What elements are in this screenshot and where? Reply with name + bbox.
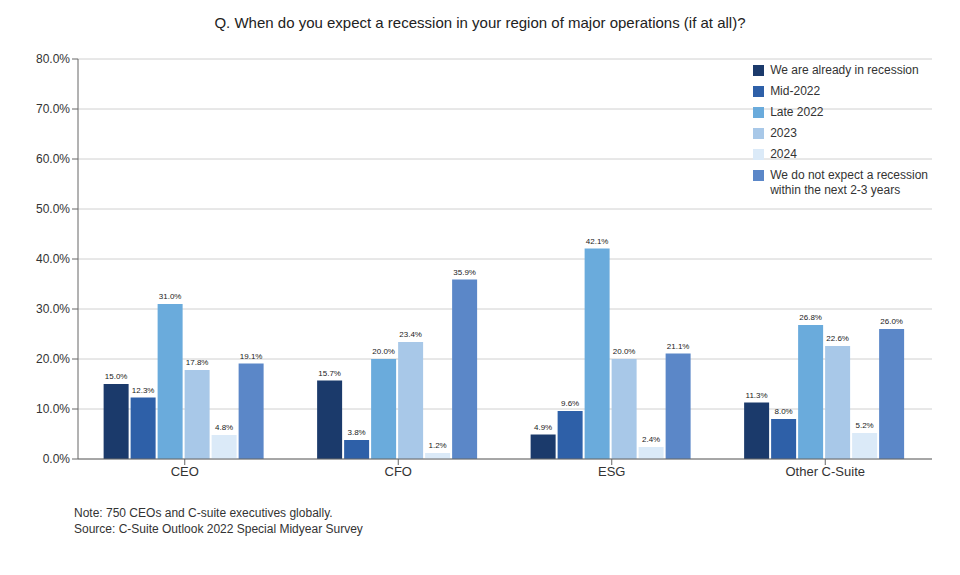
html-text:2023: 2023 [770, 126, 797, 140]
svg-text:20.0%: 20.0% [613, 347, 636, 356]
svg-text:31.0%: 31.0% [159, 292, 182, 301]
html-text:We are already in recession: We are already in recession [770, 63, 919, 77]
svg-text:10.0%: 10.0% [36, 402, 70, 416]
svg-text:11.3%: 11.3% [746, 391, 768, 400]
svg-text:12.3%: 12.3% [132, 386, 155, 395]
svg-text:22.6%: 22.6% [826, 334, 849, 343]
svg-text:CEO: CEO [171, 464, 199, 479]
svg-text:30.0%: 30.0% [36, 302, 70, 316]
svg-text:CFO: CFO [385, 464, 412, 479]
svg-text:4.9%: 4.9% [534, 423, 552, 432]
svg-text:8.0%: 8.0% [775, 407, 793, 416]
svg-text:ESG: ESG [598, 464, 625, 479]
svg-text:5.2%: 5.2% [856, 421, 874, 430]
html-text:We do not expect a recession w: We do not expect a recession within the … [770, 168, 928, 197]
svg-text:15.0%: 15.0% [105, 372, 128, 381]
html-text:Q. When do you expect a recess: Q. When do you expect a recession in you… [214, 14, 746, 31]
svg-text:60.0%: 60.0% [36, 152, 70, 166]
html-text:Note: 750 CEOs and C-suite exe: Note: 750 CEOs and C-suite executives gl… [74, 506, 333, 520]
svg-text:19.1%: 19.1% [240, 352, 263, 361]
svg-text:4.8%: 4.8% [215, 423, 233, 432]
svg-text:15.7%: 15.7% [318, 369, 341, 378]
svg-text:9.6%: 9.6% [561, 399, 579, 408]
svg-text:3.8%: 3.8% [348, 428, 366, 437]
svg-text:23.4%: 23.4% [399, 330, 422, 339]
svg-text:42.1%: 42.1% [586, 237, 609, 246]
svg-text:26.8%: 26.8% [799, 313, 822, 322]
svg-text:21.1%: 21.1% [667, 342, 690, 351]
svg-text:20.0%: 20.0% [36, 352, 70, 366]
svg-text:1.2%: 1.2% [429, 441, 447, 450]
html-text:Late 2022: Late 2022 [770, 105, 824, 119]
html-text:Mid-2022: Mid-2022 [770, 84, 821, 98]
html-text:Source: C-Suite Outlook 2022 S: Source: C-Suite Outlook 2022 Special Mid… [74, 522, 363, 536]
svg-text:80.0%: 80.0% [36, 52, 70, 66]
svg-text:Other C-Suite: Other C-Suite [786, 464, 865, 479]
svg-text:20.0%: 20.0% [372, 347, 395, 356]
svg-text:26.0%: 26.0% [880, 317, 903, 326]
svg-text:40.0%: 40.0% [36, 252, 70, 266]
svg-text:17.8%: 17.8% [186, 358, 209, 367]
svg-text:0.0%: 0.0% [43, 452, 71, 466]
html-text:2024: 2024 [770, 147, 797, 161]
svg-text:2.4%: 2.4% [642, 435, 660, 444]
svg-text:35.9%: 35.9% [453, 268, 476, 277]
svg-text:70.0%: 70.0% [36, 102, 70, 116]
svg-text:50.0%: 50.0% [36, 202, 70, 216]
